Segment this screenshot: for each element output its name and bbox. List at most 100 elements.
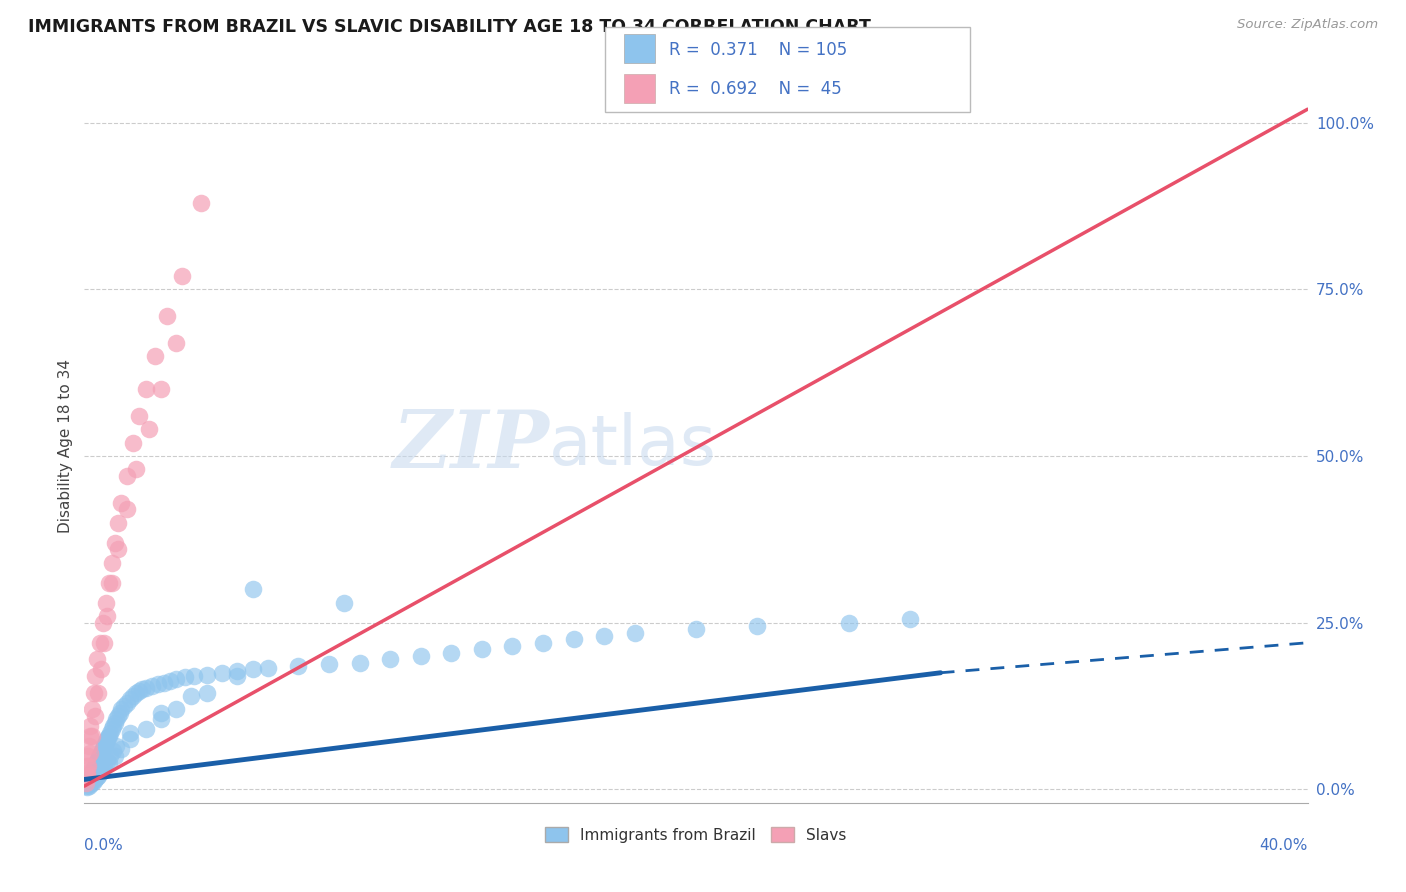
- Point: [471, 642, 494, 657]
- Point: [502, 639, 524, 653]
- Point: [84, 669, 107, 683]
- Point: [103, 744, 125, 758]
- Point: [143, 349, 166, 363]
- Point: [183, 669, 205, 683]
- Point: [80, 765, 103, 780]
- Point: [97, 729, 120, 743]
- Legend: Immigrants from Brazil, Slavs: Immigrants from Brazil, Slavs: [538, 821, 853, 848]
- Point: [89, 765, 111, 780]
- Point: [149, 706, 172, 720]
- Point: [101, 723, 124, 737]
- Point: [84, 709, 107, 723]
- Point: [120, 732, 142, 747]
- Point: [156, 309, 179, 323]
- Point: [138, 422, 160, 436]
- Point: [135, 382, 157, 396]
- Point: [76, 765, 98, 780]
- Point: [80, 776, 103, 790]
- Point: [287, 659, 309, 673]
- Point: [149, 382, 172, 396]
- Point: [75, 779, 97, 793]
- Point: [104, 535, 127, 549]
- Point: [97, 731, 120, 745]
- Point: [115, 502, 138, 516]
- Point: [83, 774, 105, 789]
- Point: [211, 665, 233, 680]
- Point: [80, 702, 103, 716]
- Point: [87, 686, 110, 700]
- Point: [75, 772, 97, 787]
- Text: R =  0.371    N = 105: R = 0.371 N = 105: [669, 41, 848, 59]
- Point: [94, 596, 117, 610]
- Point: [120, 692, 142, 706]
- Point: [90, 746, 112, 760]
- Text: ZIP: ZIP: [392, 408, 550, 484]
- Point: [103, 719, 125, 733]
- Point: [76, 759, 98, 773]
- Point: [91, 615, 114, 630]
- Point: [80, 768, 103, 782]
- Point: [257, 661, 280, 675]
- Point: [83, 761, 105, 775]
- Point: [79, 777, 101, 791]
- Point: [83, 686, 105, 700]
- Point: [96, 755, 118, 769]
- Point: [108, 706, 131, 720]
- Point: [242, 582, 264, 597]
- Point: [89, 636, 111, 650]
- Point: [80, 729, 103, 743]
- Point: [90, 662, 112, 676]
- Point: [94, 737, 117, 751]
- Y-axis label: Disability Age 18 to 34: Disability Age 18 to 34: [58, 359, 73, 533]
- Point: [86, 652, 108, 666]
- Point: [84, 759, 107, 773]
- Point: [104, 749, 127, 764]
- Point: [562, 632, 585, 647]
- Point: [128, 683, 150, 698]
- Point: [226, 664, 249, 678]
- Point: [685, 623, 707, 637]
- Point: [380, 652, 402, 666]
- Point: [101, 556, 124, 570]
- Text: R =  0.692    N =  45: R = 0.692 N = 45: [669, 80, 842, 98]
- Point: [84, 757, 107, 772]
- Point: [165, 702, 187, 716]
- Point: [96, 734, 118, 748]
- Point: [87, 750, 110, 764]
- Point: [242, 662, 264, 676]
- Point: [107, 516, 129, 530]
- Point: [125, 462, 148, 476]
- Point: [84, 772, 107, 787]
- Point: [112, 699, 135, 714]
- Point: [531, 636, 554, 650]
- Point: [86, 755, 108, 769]
- Point: [83, 763, 105, 777]
- Point: [77, 779, 100, 793]
- Point: [153, 675, 176, 690]
- Point: [96, 609, 118, 624]
- Point: [838, 615, 860, 630]
- Point: [165, 335, 187, 350]
- Point: [101, 575, 124, 590]
- Point: [195, 686, 218, 700]
- Point: [122, 689, 145, 703]
- Point: [89, 749, 111, 764]
- Point: [131, 682, 153, 697]
- Text: 40.0%: 40.0%: [1260, 838, 1308, 854]
- Point: [318, 657, 340, 671]
- Point: [195, 667, 218, 681]
- Point: [79, 729, 101, 743]
- Point: [76, 780, 98, 795]
- Point: [172, 268, 194, 283]
- Point: [146, 677, 169, 691]
- Point: [76, 769, 98, 783]
- Point: [180, 689, 202, 703]
- Point: [94, 736, 117, 750]
- Point: [190, 195, 212, 210]
- Point: [110, 742, 132, 756]
- Point: [115, 696, 138, 710]
- Point: [86, 756, 108, 770]
- Point: [226, 669, 249, 683]
- Point: [165, 673, 187, 687]
- Point: [79, 771, 101, 785]
